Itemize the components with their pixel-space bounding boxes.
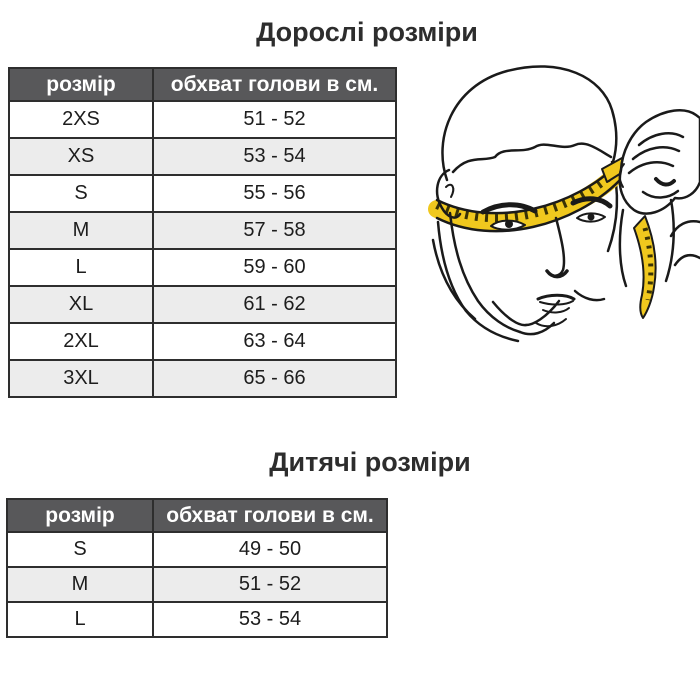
shoulder-left [431, 238, 477, 321]
table-row: 2XS 51 - 52 [8, 100, 397, 139]
collar-v-left [491, 300, 528, 327]
tape-tail-marks [642, 227, 654, 301]
hand-arm [618, 109, 700, 288]
size-cell: S [6, 531, 154, 568]
kids-sizes-title: Дитячі розміри [269, 447, 471, 477]
lower-lip [542, 307, 570, 314]
size-cell: XS [8, 137, 154, 176]
table-row: L 59 - 60 [8, 248, 397, 287]
circumference-cell: 53 - 54 [152, 601, 388, 638]
mouth-line [539, 300, 574, 306]
finger-line-2 [631, 146, 681, 161]
table-row: L 53 - 54 [6, 601, 388, 638]
left-pupil [505, 220, 513, 228]
table-row: 3XL 65 - 66 [8, 359, 397, 398]
pinch-line [618, 163, 625, 188]
circumference-cell: 51 - 52 [152, 100, 397, 139]
collar-v-right [524, 299, 561, 327]
hair-outline [441, 65, 618, 182]
column-header-size: розмір [6, 498, 154, 533]
hairline [451, 142, 613, 174]
column-header-size: розмір [8, 67, 154, 102]
size-cell: 3XL [8, 359, 154, 398]
circumference-cell: 51 - 52 [152, 566, 388, 603]
circumference-cell: 55 - 56 [152, 174, 397, 213]
neck-left [436, 220, 520, 343]
size-cell: 2XS [8, 100, 154, 139]
forearm-outer [664, 198, 675, 283]
neck-shoulders [431, 211, 606, 343]
size-cell: 2XL [8, 322, 154, 361]
thumb-accent [654, 177, 676, 187]
header-row: розмір обхват голови в см. [8, 67, 397, 102]
ear-inner [445, 183, 455, 198]
circumference-cell: 59 - 60 [152, 248, 397, 287]
table-row: S 49 - 50 [6, 531, 388, 568]
circumference-cell: 61 - 62 [152, 285, 397, 324]
table-row: S 55 - 56 [8, 174, 397, 213]
circumference-cell: 63 - 64 [152, 322, 397, 361]
header-row: розмір обхват голови в см. [6, 498, 388, 533]
nose [545, 216, 566, 277]
cuff-top [669, 220, 700, 238]
tape-tail [633, 215, 657, 319]
size-cell: XL [8, 285, 154, 324]
cheek-left [448, 211, 522, 334]
finger-line-1 [637, 132, 685, 147]
cuff-bottom [673, 253, 700, 267]
size-cell: L [6, 601, 154, 638]
left-eyebrow [480, 202, 538, 215]
nostril [545, 269, 569, 279]
circumference-cell: 57 - 58 [152, 211, 397, 250]
forearm-inner [618, 208, 628, 288]
ear [435, 168, 462, 219]
table-row: XL 61 - 62 [8, 285, 397, 324]
upper-lip [536, 293, 576, 301]
size-cell: S [8, 174, 154, 213]
finger-line-3 [627, 160, 675, 175]
size-cell: L [8, 248, 154, 287]
size-cell: M [6, 566, 154, 603]
adult-size-table: розмір обхват голови в см. 2XS 51 - 52 X… [8, 67, 397, 398]
right-eyebrow [570, 196, 613, 209]
circumference-cell: 65 - 66 [152, 359, 397, 398]
table-row: XS 53 - 54 [8, 137, 397, 176]
collar-right [573, 289, 606, 302]
head-measurement-illustration [428, 65, 700, 343]
tape-tail-fill [633, 215, 657, 319]
jaw-chin [518, 321, 556, 336]
kids-size-table: розмір обхват голови в см. S 49 - 50 M 5… [6, 498, 388, 638]
column-header-circumference: обхват голови в см. [152, 498, 388, 533]
column-header-circumference: обхват голови в см. [152, 67, 397, 102]
circumference-cell: 53 - 54 [152, 137, 397, 176]
head [441, 65, 619, 253]
thumb [641, 189, 680, 199]
adult-sizes-title: Дорослі розміри [256, 17, 478, 47]
size-cell: M [8, 211, 154, 250]
right-pupil [587, 213, 595, 221]
tape-bottom-edge [435, 179, 621, 233]
table-row: M 51 - 52 [6, 566, 388, 603]
table-row: M 57 - 58 [8, 211, 397, 250]
table-row: 2XL 63 - 64 [8, 322, 397, 361]
circumference-cell: 49 - 50 [152, 531, 388, 568]
face-features [480, 196, 613, 328]
